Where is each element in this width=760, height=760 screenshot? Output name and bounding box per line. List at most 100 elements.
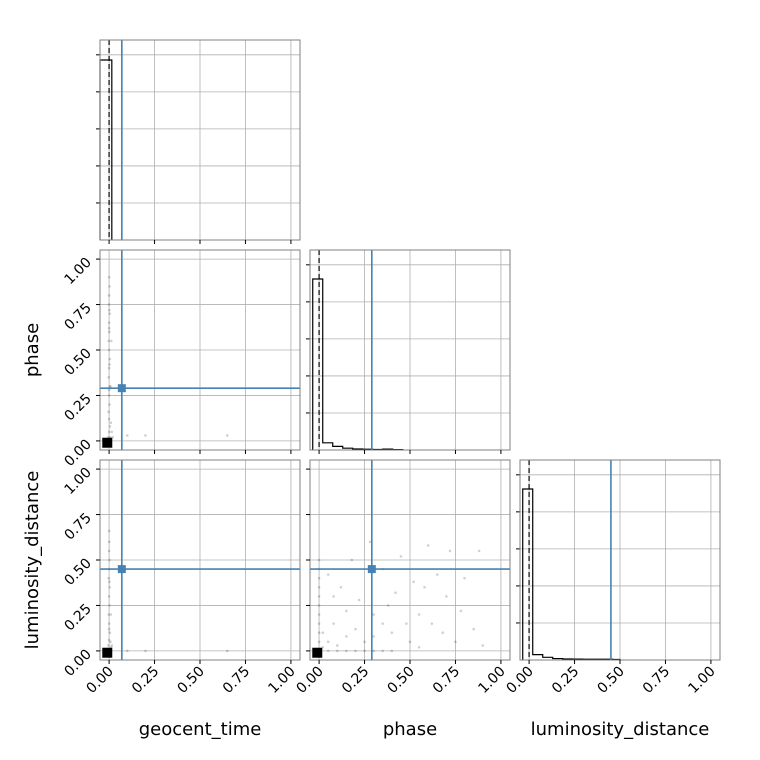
- scatter-point: [107, 348, 111, 352]
- scatter-point: [108, 357, 112, 361]
- scatter-point: [110, 644, 114, 647]
- scatter-point: [445, 595, 448, 598]
- scatter-point: [477, 549, 481, 553]
- scatter-point: [108, 631, 112, 635]
- scatter-point: [381, 622, 385, 625]
- scatter-point: [144, 649, 147, 653]
- scatter-point: [107, 622, 111, 625]
- scatter-point: [317, 558, 321, 562]
- scatter-point: [326, 640, 330, 644]
- panel-geocent-time-hist: [96, 39, 301, 244]
- scatter-point: [107, 529, 111, 533]
- scatter-point: [394, 591, 397, 595]
- scatter-point: [430, 622, 434, 625]
- histogram-step-phase: [312, 278, 404, 451]
- scatter-point: [107, 394, 111, 397]
- scatter-point: [317, 640, 321, 644]
- scatter-point: [107, 303, 111, 306]
- scatter-point: [108, 585, 111, 589]
- scatter-point: [144, 434, 147, 437]
- scatter-point: [405, 622, 408, 625]
- scatter-point: [463, 576, 466, 580]
- scatter-point: [107, 627, 111, 631]
- scatter-point: [435, 573, 439, 576]
- scatter-point: [107, 576, 111, 580]
- scatter-point: [386, 604, 390, 607]
- y-axis-label-luminosity-distance: luminosity_distance: [22, 471, 43, 650]
- scatter-point: [448, 549, 452, 553]
- scatter-point: [107, 339, 111, 343]
- scatter-point: [426, 544, 430, 547]
- scatter-point: [107, 375, 111, 379]
- scatter-point: [345, 635, 348, 638]
- scatter-point: [423, 585, 426, 589]
- scatter-point: [107, 595, 111, 598]
- scatter-point: [317, 595, 321, 598]
- scatter-point: [390, 649, 394, 653]
- scatter-point: [107, 644, 110, 647]
- scatter-point: [472, 627, 475, 631]
- panel-phase-vs-geocent-time: [96, 249, 301, 454]
- scatter-point: [107, 430, 111, 434]
- scatter-point: [399, 555, 403, 558]
- scatter-point: [109, 640, 112, 644]
- scatter-point: [417, 645, 421, 649]
- density-core: [312, 647, 323, 658]
- scatter-point: [109, 613, 113, 616]
- scatter-point: [417, 613, 421, 616]
- scatter-point: [368, 540, 372, 544]
- scatter-point: [107, 308, 111, 312]
- scatter-point: [107, 540, 111, 544]
- scatter-point: [125, 434, 129, 437]
- scatter-point: [332, 595, 335, 598]
- scatter-point: [321, 631, 325, 635]
- scatter-point: [363, 649, 366, 653]
- scatter-point: [441, 631, 445, 635]
- scatter-point: [317, 631, 321, 635]
- scatter-point: [412, 580, 415, 584]
- scatter-point: [459, 609, 463, 613]
- scatter-point: [354, 649, 357, 653]
- scatter-point: [408, 640, 412, 644]
- x-axis-label-phase: phase: [383, 719, 437, 740]
- scatter-point: [326, 649, 330, 653]
- scatter-point: [317, 585, 321, 589]
- scatter-point: [225, 649, 229, 653]
- scatter-point: [107, 275, 111, 279]
- scatter-point: [317, 622, 321, 625]
- scatter-point: [107, 417, 111, 421]
- x-axis-label-luminosity-distance: luminosity_distance: [531, 719, 710, 740]
- scatter-point: [350, 558, 354, 562]
- scatter-point: [109, 339, 113, 343]
- scatter-point: [332, 622, 335, 625]
- scatter-point: [107, 410, 110, 414]
- scatter-point: [107, 388, 111, 392]
- scatter-point: [108, 558, 111, 562]
- scatter-point: [107, 294, 111, 297]
- scatter-point: [363, 640, 366, 644]
- scatter-point: [109, 385, 112, 388]
- panel-phase-hist: [306, 249, 511, 454]
- truth-marker: [117, 384, 126, 393]
- y-axis-label-phase: phase: [22, 323, 43, 377]
- scatter-point: [481, 644, 485, 647]
- scatter-point: [381, 649, 385, 653]
- scatter-point: [354, 627, 357, 631]
- scatter-point: [335, 649, 339, 653]
- scatter-point: [108, 363, 111, 366]
- scatter-point: [107, 549, 111, 553]
- truth-marker: [117, 565, 126, 574]
- scatter-point: [107, 330, 111, 334]
- scatter-point: [454, 640, 457, 644]
- scatter-point: [317, 604, 321, 607]
- scatter-point: [357, 598, 361, 602]
- scatter-point: [108, 285, 111, 288]
- scatter-point: [107, 326, 111, 330]
- scatter-point: [225, 434, 229, 437]
- scatter-point: [372, 613, 375, 616]
- scatter-point: [107, 321, 111, 325]
- scatter-point: [108, 385, 111, 388]
- panel-luminosity-distance-vs-phase: [306, 459, 511, 664]
